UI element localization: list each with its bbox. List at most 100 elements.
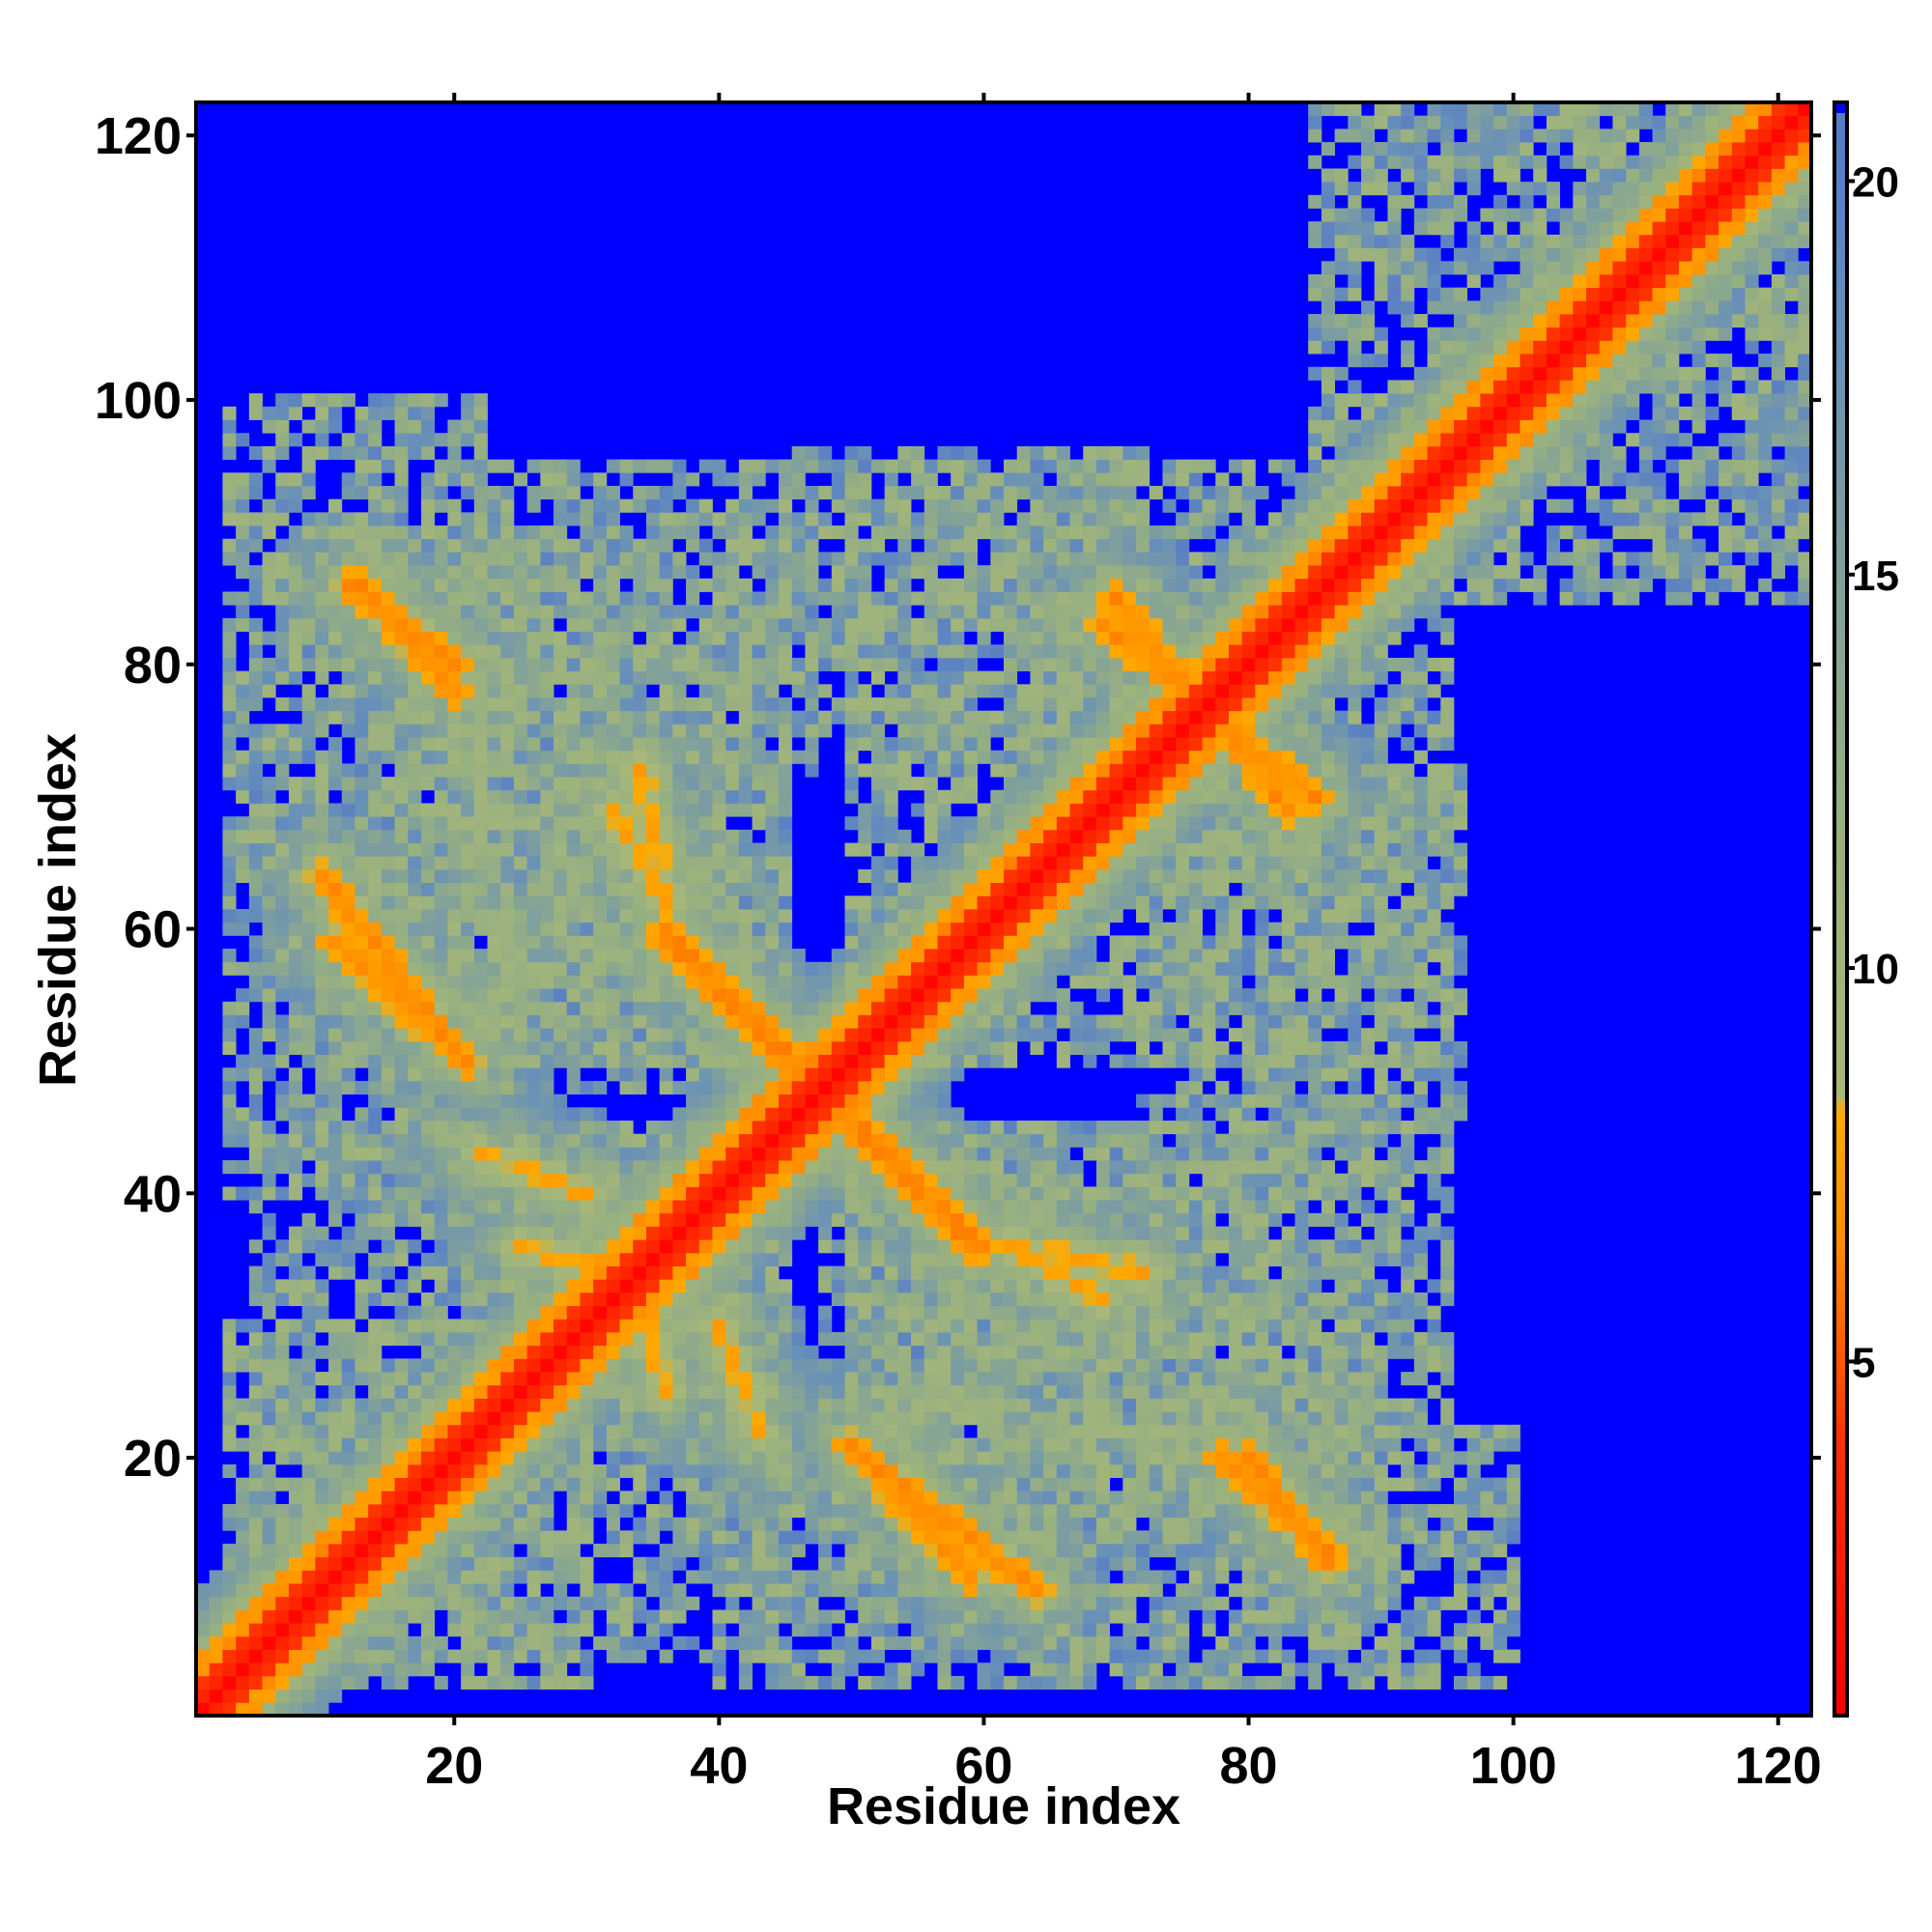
heatmap-cell bbox=[911, 975, 925, 989]
heatmap-cell bbox=[831, 1437, 845, 1452]
heatmap-cell bbox=[977, 1279, 991, 1293]
heatmap-cell bbox=[394, 605, 409, 619]
heatmap-cell bbox=[765, 1332, 780, 1347]
heatmap-cell bbox=[593, 961, 608, 976]
heatmap-cell bbox=[951, 1358, 965, 1373]
heatmap-cell bbox=[593, 737, 608, 752]
heatmap-cell bbox=[487, 1556, 501, 1571]
heatmap-cell bbox=[355, 445, 369, 460]
heatmap-cell bbox=[884, 1001, 898, 1015]
heatmap-cell bbox=[355, 1503, 369, 1519]
heatmap-cell bbox=[461, 803, 475, 817]
heatmap-cell bbox=[236, 1503, 250, 1519]
heatmap-cell bbox=[566, 565, 581, 580]
heatmap-cell bbox=[222, 1028, 237, 1042]
heatmap-cell bbox=[897, 631, 912, 645]
heatmap-cell bbox=[341, 1054, 355, 1068]
heatmap-cell bbox=[328, 1411, 343, 1426]
heatmap-cell bbox=[275, 605, 290, 619]
heatmap-cell bbox=[461, 816, 475, 831]
heatmap-cell bbox=[222, 1623, 237, 1637]
heatmap-cell bbox=[222, 856, 237, 870]
heatmap-cell bbox=[328, 1054, 343, 1068]
heatmap-cell bbox=[513, 578, 528, 592]
heatmap-cell bbox=[672, 1544, 687, 1558]
heatmap-cell bbox=[408, 710, 422, 724]
heatmap-cell bbox=[951, 1067, 965, 1082]
heatmap-cell bbox=[487, 1067, 501, 1082]
heatmap-cell bbox=[447, 1080, 462, 1095]
heatmap-cell bbox=[394, 710, 409, 724]
heatmap-cell bbox=[315, 1609, 329, 1624]
heatmap-cell bbox=[712, 1424, 726, 1438]
heatmap-cell bbox=[923, 737, 938, 752]
heatmap-cell bbox=[923, 485, 938, 500]
heatmap-cell bbox=[645, 1556, 661, 1571]
heatmap-cell bbox=[923, 1121, 938, 1135]
heatmap-cell bbox=[911, 961, 925, 976]
heatmap-cell bbox=[951, 868, 965, 884]
heatmap-cell bbox=[672, 842, 687, 857]
heatmap-cell bbox=[698, 1358, 713, 1373]
heatmap-cell bbox=[911, 710, 925, 724]
heatmap-cell bbox=[911, 842, 925, 857]
heatmap-cell bbox=[394, 1252, 409, 1266]
heatmap-cell bbox=[911, 1040, 925, 1055]
heatmap-cell bbox=[937, 1028, 952, 1042]
heatmap-cell bbox=[473, 1067, 488, 1082]
heatmap-cell bbox=[473, 909, 488, 923]
heatmap-cell bbox=[420, 1556, 436, 1571]
heatmap-cell bbox=[301, 1212, 316, 1227]
heatmap-cell bbox=[500, 644, 515, 659]
heatmap-cell bbox=[606, 631, 620, 645]
heatmap-cell bbox=[645, 975, 661, 989]
heatmap-cell bbox=[473, 1252, 488, 1266]
heatmap-cell bbox=[831, 1675, 845, 1690]
heatmap-cell bbox=[461, 922, 475, 936]
heatmap-cell bbox=[858, 803, 872, 817]
heatmap-cell bbox=[540, 644, 554, 659]
heatmap-cell bbox=[963, 710, 978, 724]
heatmap-cell bbox=[606, 1040, 620, 1055]
heatmap-cell bbox=[580, 1675, 594, 1690]
heatmap-cell bbox=[606, 922, 620, 936]
heatmap-cell bbox=[951, 459, 965, 473]
heatmap-cell bbox=[752, 1424, 766, 1438]
heatmap-cell bbox=[858, 763, 872, 778]
heatmap-cell bbox=[236, 617, 250, 632]
heatmap-cell bbox=[977, 1556, 991, 1571]
heatmap-cell bbox=[977, 1503, 991, 1519]
heatmap-cell bbox=[752, 1319, 766, 1333]
heatmap-cell bbox=[752, 789, 766, 804]
heatmap-cell bbox=[368, 578, 383, 592]
heatmap-cell bbox=[301, 935, 316, 950]
heatmap-cell bbox=[500, 1384, 515, 1399]
heatmap-cell bbox=[686, 922, 700, 936]
heatmap-cell bbox=[884, 696, 898, 712]
heatmap-cell bbox=[606, 909, 620, 923]
heatmap-cell bbox=[394, 988, 409, 1003]
heatmap-cell bbox=[884, 1067, 898, 1082]
heatmap-cell bbox=[977, 670, 991, 685]
heatmap-cell bbox=[686, 670, 700, 685]
heatmap-cell bbox=[619, 882, 634, 896]
heatmap-cell bbox=[315, 1702, 329, 1717]
heatmap-cell bbox=[593, 1332, 608, 1347]
heatmap-cell bbox=[977, 1583, 991, 1598]
heatmap-cell bbox=[554, 1635, 568, 1650]
heatmap-cell bbox=[526, 763, 541, 778]
heatmap-cell bbox=[248, 856, 263, 870]
heatmap-cell bbox=[248, 1702, 263, 1717]
heatmap-cell bbox=[977, 1147, 991, 1161]
heatmap-cell bbox=[884, 605, 898, 619]
heatmap-cell bbox=[752, 710, 766, 724]
heatmap-cell bbox=[844, 1503, 859, 1519]
heatmap-cell bbox=[566, 882, 581, 896]
heatmap-cell bbox=[963, 1544, 978, 1558]
heatmap-cell bbox=[315, 406, 329, 420]
heatmap-cell bbox=[540, 1491, 554, 1505]
heatmap-cell bbox=[275, 1451, 290, 1465]
heatmap-cell bbox=[487, 1107, 501, 1122]
heatmap-cell bbox=[487, 1570, 501, 1584]
heatmap-cell bbox=[288, 1544, 303, 1558]
